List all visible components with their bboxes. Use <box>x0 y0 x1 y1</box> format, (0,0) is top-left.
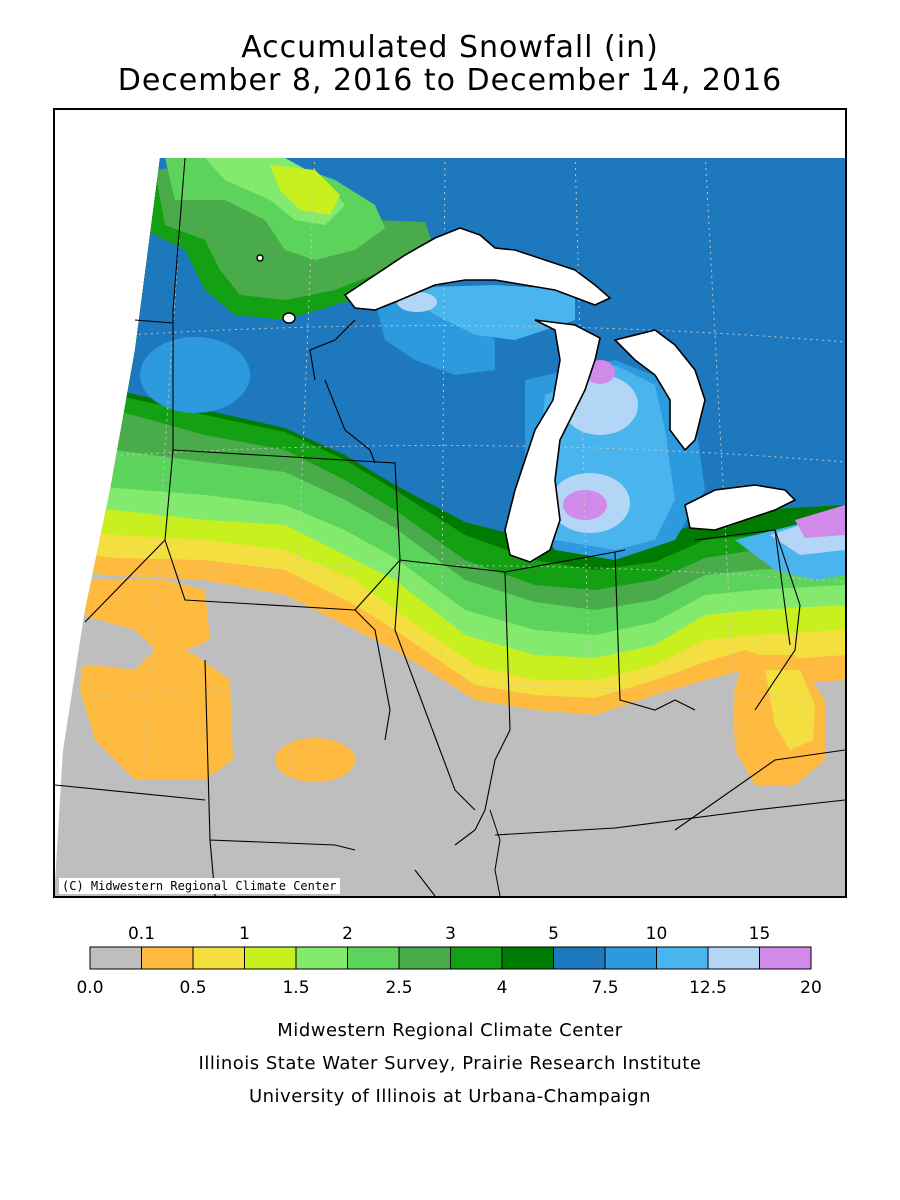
footer-survey: Illinois State Water Survey, Prairie Res… <box>198 1053 702 1074</box>
great-lakes <box>343 227 797 563</box>
lake-erie <box>684 484 797 531</box>
legend-swatch-3 <box>244 946 297 970</box>
shade-mo-0.1-0.5 <box>275 738 355 782</box>
footer-org: Midwestern Regional Climate Center <box>277 1020 623 1041</box>
snowfall-map-canvas <box>55 157 845 896</box>
legend-swatch-7 <box>450 946 503 970</box>
legend-bottom-label-4: 4 <box>497 978 508 998</box>
island-small <box>256 254 264 262</box>
legend-swatch-2 <box>192 946 245 970</box>
legend-bottom-label-3: 2.5 <box>385 978 412 998</box>
legend-swatch-9 <box>553 946 606 970</box>
lake-huron <box>613 329 706 452</box>
island-lake <box>282 312 296 324</box>
legend-swatch-4 <box>295 946 348 970</box>
shade-oh-15-20 <box>795 505 845 538</box>
legend-swatch-12 <box>707 946 760 970</box>
legend-bottom-label-6: 12.5 <box>689 978 727 998</box>
legend-swatch-8 <box>501 946 554 970</box>
legend-swatch-5 <box>347 946 400 970</box>
lake-michigan <box>504 319 601 563</box>
legend-top-label-5: 10 <box>646 924 668 944</box>
legend-scale: 0.1 1 2 3 5 10 15 0.0 0.5 1.5 2.5 4 7.5 12.5 20 <box>76 924 822 998</box>
state-boundaries <box>55 157 845 896</box>
legend-bottom-label-5: 7.5 <box>591 978 618 998</box>
legend-top-label-2: 2 <box>342 924 353 944</box>
legend-bottom-label-0: 0.0 <box>76 978 103 998</box>
legend-top-label-3: 3 <box>445 924 456 944</box>
snowfall-map: (C) Midwestern Regional Climate Center <box>53 108 847 898</box>
legend-top-label-0: 0.1 <box>128 924 155 944</box>
legend-bottom-label-2: 1.5 <box>282 978 309 998</box>
rivers <box>489 809 501 896</box>
snowfall-shading <box>55 158 845 896</box>
legend-bottom-label-1: 0.5 <box>179 978 206 998</box>
legend-bottom-label-7: 20 <box>800 978 822 998</box>
legend-top-label-6: 15 <box>749 924 771 944</box>
map-copyright: (C) Midwestern Regional Climate Center <box>59 878 340 894</box>
islands <box>256 254 296 324</box>
legend-swatch-13 <box>759 946 812 970</box>
footer-university: University of Illinois at Urbana-Champai… <box>248 1086 652 1107</box>
shade-north-lime <box>270 165 340 215</box>
legend-top-label-4: 5 <box>548 924 559 944</box>
legend: 0.1 1 2 3 5 10 15 0.0 0.5 1.5 2.5 4 7.5 12.5 20 <box>0 915 900 1005</box>
legend-top-label-1: 1 <box>239 924 250 944</box>
legend-swatch-6 <box>398 946 451 970</box>
map-title: Accumulated Snowfall (in) <box>241 30 659 65</box>
shade-mn-7.5-10 <box>140 337 250 413</box>
legend-swatch-1 <box>141 946 194 970</box>
lake-superior <box>343 227 612 311</box>
legend-swatch-0 <box>89 946 142 970</box>
shade-wv-0.5-1.0 <box>765 670 815 750</box>
legend-swatch-11 <box>656 946 709 970</box>
legend-swatch-10 <box>604 946 657 970</box>
map-date-range: December 8, 2016 to December 14, 2016 <box>117 63 783 98</box>
shade-north-green <box>165 158 385 260</box>
